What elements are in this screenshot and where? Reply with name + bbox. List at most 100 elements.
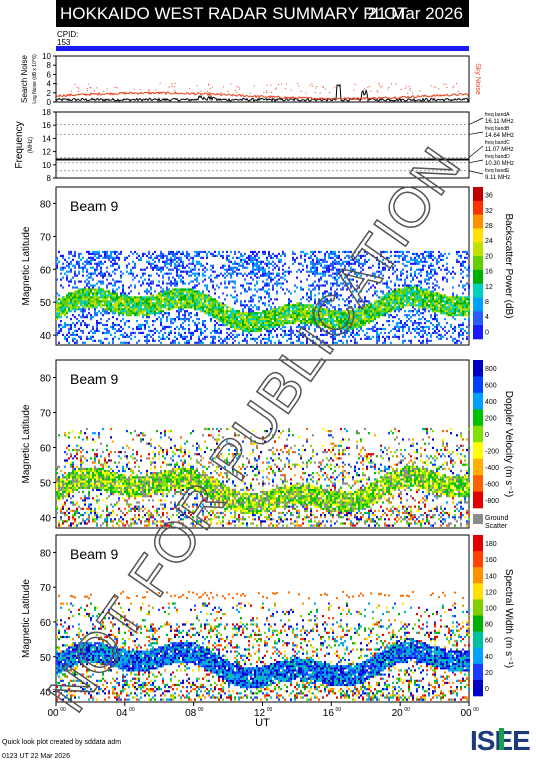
power-panel-cell (78, 296, 80, 299)
power-panel-cell (358, 321, 360, 325)
power-panel-cell (194, 329, 196, 333)
power-panel-cell (134, 308, 136, 311)
power-panel-cell (416, 262, 418, 265)
power-panel-cell (460, 333, 462, 337)
power-panel-cell (166, 290, 168, 293)
power-panel-cell (152, 252, 154, 256)
power-panel-cell (138, 331, 140, 335)
power-panel-cell (452, 314, 454, 317)
power-panel-cell (312, 335, 314, 338)
power-panel-cell (430, 314, 432, 317)
power-panel-cell (186, 335, 188, 338)
power-panel-cell (226, 306, 228, 309)
power-panel-cell (390, 292, 392, 295)
power-panel-cell (234, 329, 236, 333)
power-panel-cell (108, 300, 110, 303)
power-panel-cell (156, 272, 158, 275)
ground-scatter-cell (58, 486, 60, 489)
power-panel-cell (154, 298, 156, 301)
power-panel-cell (384, 306, 386, 309)
power-panel-cell (264, 310, 266, 313)
power-panel-cell (144, 308, 146, 311)
power-panel-cell (106, 296, 108, 299)
power-panel-cell (336, 284, 338, 287)
power-panel-cell (380, 272, 382, 275)
power-panel-cell (374, 272, 376, 275)
power-panel-cell (198, 254, 200, 258)
power-panel-cell (110, 254, 112, 258)
power-panel-cell (388, 286, 390, 289)
power-panel-cell (66, 333, 68, 337)
power-panel-cell (150, 298, 152, 301)
power-panel-cell (198, 272, 200, 275)
power-panel-cell (454, 329, 456, 333)
power-panel-cell (192, 294, 194, 297)
power-panel-cell (162, 310, 164, 313)
power-panel-cell (264, 250, 266, 254)
power-panel-cell (334, 335, 336, 338)
power-panel-cell (456, 304, 458, 307)
power-panel-cell (92, 288, 94, 291)
sky-noise-line (55, 91, 470, 101)
power-panel-cell (330, 282, 332, 285)
power-panel-cell (302, 312, 304, 315)
power-panel-cell (314, 327, 316, 331)
power-panel-cell (354, 268, 356, 271)
power-panel-cell (378, 333, 380, 337)
power-panel-cell (84, 294, 86, 297)
power-panel-cell (148, 325, 150, 329)
power-panel-cell (324, 308, 326, 311)
power-panel-cell (424, 331, 426, 335)
sky-noise-dot (209, 88, 211, 90)
power-panel-cell (170, 325, 172, 329)
power-panel-cell (468, 296, 470, 299)
power-panel-cell (172, 268, 174, 271)
power-panel-cell (228, 337, 230, 340)
power-panel-cell (56, 278, 58, 281)
power-panel-cell (310, 298, 312, 301)
power-panel-cell (218, 306, 220, 309)
power-panel-cell (204, 312, 206, 315)
power-panel-cell (108, 302, 110, 305)
power-panel-cell (56, 333, 58, 337)
power-panel-cell (128, 335, 130, 338)
velocity-panel-cell (70, 509, 72, 512)
power-panel-cell (76, 339, 78, 342)
power-panel-cell (124, 321, 126, 325)
power-panel-cell (258, 276, 260, 279)
power-panel-cell (228, 310, 230, 313)
power-panel-cell (66, 302, 68, 305)
power-panel-cell (364, 298, 366, 301)
power-panel-cell (80, 329, 82, 333)
velocity-panel-cell (58, 520, 60, 523)
power-panel-cell (356, 258, 358, 261)
power-panel-cell (232, 337, 234, 340)
power-panel-cell (162, 282, 164, 285)
power-panel-cell (424, 302, 426, 305)
power-panel-cell (226, 250, 228, 254)
power-panel-cell (162, 333, 164, 337)
power-panel-cell (272, 316, 274, 319)
power-panel-cell (394, 316, 396, 319)
velocity-panel-cell (68, 495, 70, 498)
power-panel-cell (426, 339, 428, 342)
power-panel-cell (148, 298, 150, 301)
power-panel-cell (78, 256, 80, 259)
power-panel-cell (434, 318, 436, 321)
power-panel-cell (258, 270, 260, 273)
power-panel-cell (420, 288, 422, 291)
velocity-panel-cell (58, 524, 60, 527)
power-panel-cell (322, 294, 324, 297)
velocity-panel-cell (72, 495, 74, 498)
sky-noise-dot (314, 92, 316, 94)
sky-noise-dot (322, 86, 324, 88)
power-panel-cell (120, 300, 122, 303)
power-panel-cell (82, 262, 84, 265)
power-panel-cell (120, 329, 122, 333)
power-panel-cell (220, 308, 222, 311)
power-panel-cell (450, 323, 452, 327)
power-panel-cell (252, 337, 254, 340)
power-panel-cell (348, 312, 350, 315)
power-panel-cell (184, 331, 186, 335)
power-panel-cell (88, 294, 90, 297)
